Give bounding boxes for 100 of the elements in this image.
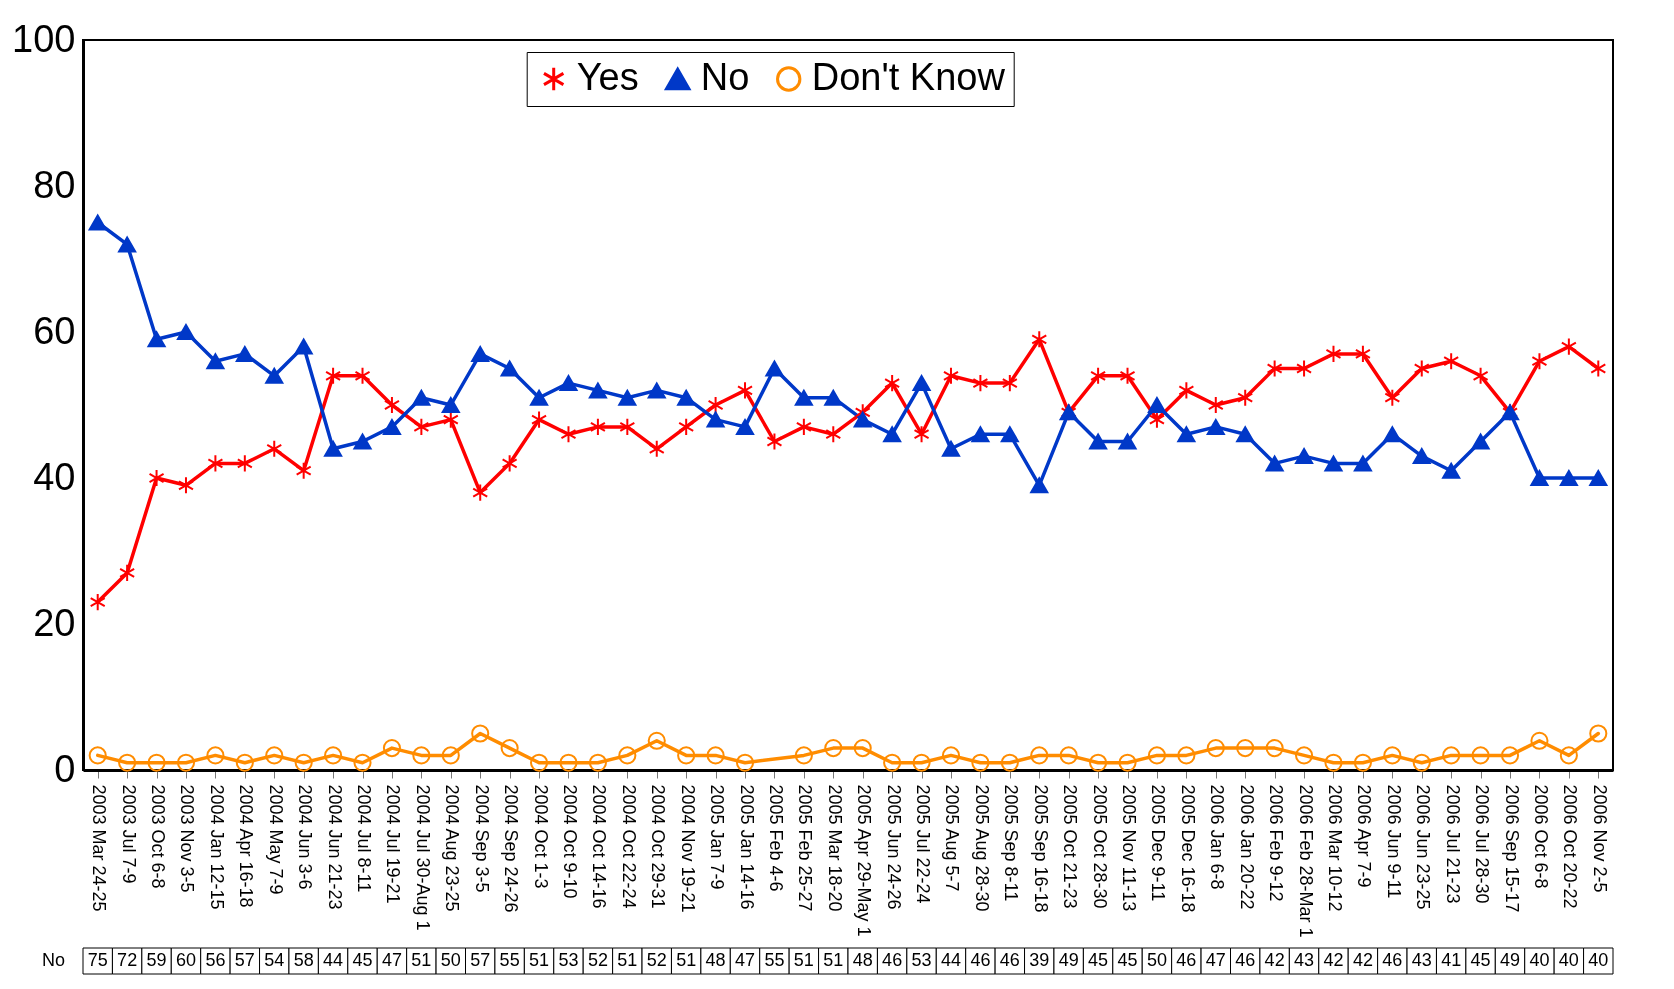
data-label: 46 <box>1235 950 1256 970</box>
data-label: 53 <box>558 950 579 970</box>
data-label: 40 <box>1529 950 1550 970</box>
data-label: 42 <box>1264 950 1285 970</box>
x-tick-label: 2006 Feb 28-Mar 1 <box>1295 784 1316 938</box>
data-label: 47 <box>381 950 402 970</box>
x-tick-label: 2004 Apr 16-18 <box>236 784 257 908</box>
x-tick-label: 2004 Jun 21-23 <box>324 784 345 910</box>
data-label: 42 <box>1352 950 1373 970</box>
data-label: 50 <box>1146 950 1167 970</box>
x-tick-label: 2005 Sep 16-18 <box>1030 784 1051 913</box>
data-label: 55 <box>764 950 785 970</box>
text: No <box>41 950 65 970</box>
data-label: 51 <box>676 950 697 970</box>
data-label: 45 <box>1470 950 1491 970</box>
x-tick-label: 2004 Oct 14-16 <box>589 784 610 909</box>
x-tick-label: 2006 Oct 6-8 <box>1530 784 1551 889</box>
data-label: 56 <box>205 950 226 970</box>
data-label: 45 <box>1117 950 1138 970</box>
data-label: 52 <box>587 950 608 970</box>
x-tick-label: 2006 Jan 20-22 <box>1236 784 1257 910</box>
x-tick-label: 2004 Oct 9-10 <box>559 784 580 899</box>
x-tick-label: 2006 Jun 9-11 <box>1383 784 1404 899</box>
x-tick-label: 2006 Jul 28-30 <box>1472 784 1493 904</box>
data-label: 57 <box>470 950 491 970</box>
data-label: 45 <box>1088 950 1109 970</box>
data-label: 41 <box>1441 950 1462 970</box>
data-label: 47 <box>735 950 756 970</box>
data-label: 46 <box>1176 950 1197 970</box>
x-tick-label: 2005 Dec 9-11 <box>1148 784 1169 902</box>
data-label: 48 <box>852 950 873 970</box>
x-tick-label: 2003 Nov 3-5 <box>177 784 198 893</box>
data-label: 40 <box>1558 950 1579 970</box>
x-tick-label: 2004 Sep 24-26 <box>501 784 522 913</box>
x-tick-label: 2006 Jan 6-8 <box>1207 784 1228 890</box>
x-tick-label: 2006 Feb 9-12 <box>1266 784 1287 902</box>
legend-label: Yes <box>576 56 639 98</box>
data-label: 53 <box>911 950 932 970</box>
data-label: 44 <box>940 950 961 970</box>
legend-label: No <box>700 56 750 98</box>
data-label: 57 <box>234 950 255 970</box>
data-label: 46 <box>999 950 1020 970</box>
x-tick-label: 2005 Aug 5-7 <box>942 784 963 892</box>
x-tick-label: 2005 Jan 14-16 <box>736 784 757 910</box>
x-tick-label: 2006 Oct 20-22 <box>1560 784 1581 909</box>
x-tick-label: 2006 Sep 15-17 <box>1501 784 1522 913</box>
x-tick-label: 2004 Oct 29-31 <box>648 784 669 909</box>
x-tick-label: 2004 Jul 8-11 <box>354 784 375 893</box>
x-tick-label: 2005 Sep 8-11 <box>1001 784 1022 902</box>
data-label: 54 <box>264 950 285 970</box>
y-tick-label: 60 <box>33 309 76 352</box>
data-label: 40 <box>1588 950 1609 970</box>
y-tick-label: 0 <box>54 747 76 790</box>
x-tick-label: 2005 Dec 16-18 <box>1177 784 1198 913</box>
x-tick-label: 2005 Feb 4-6 <box>765 784 786 892</box>
data-label: 49 <box>1058 950 1079 970</box>
data-label: 47 <box>1205 950 1226 970</box>
x-tick-label: 2004 Nov 19-21 <box>677 784 698 913</box>
data-label: 48 <box>705 950 726 970</box>
x-tick-label: 2006 Nov 2-5 <box>1589 784 1610 893</box>
x-tick-label: 2004 Jun 3-6 <box>295 784 316 890</box>
x-tick-label: 2005 Feb 25-27 <box>795 784 816 912</box>
data-label: 50 <box>440 950 461 970</box>
x-tick-label: 2004 May 7-9 <box>265 784 286 895</box>
data-label: 72 <box>117 950 138 970</box>
x-tick-label: 2006 Jun 23-25 <box>1413 784 1434 910</box>
x-tick-label: 2004 Aug 23-25 <box>442 784 463 912</box>
x-tick-label: 2005 Jun 24-26 <box>883 784 904 910</box>
x-tick-label: 2003 Oct 6-8 <box>148 784 169 889</box>
data-label: 51 <box>793 950 814 970</box>
data-label: 46 <box>1382 950 1403 970</box>
y-tick-label: 100 <box>12 17 76 60</box>
x-tick-label: 2005 Aug 28-30 <box>971 784 992 912</box>
x-tick-label: 2004 Jul 19-21 <box>383 784 404 904</box>
data-label: 59 <box>146 950 167 970</box>
data-label: 52 <box>646 950 667 970</box>
x-tick-label: 2006 Mar 10-12 <box>1324 784 1345 912</box>
x-tick-label: 2005 Oct 21-23 <box>1060 784 1081 909</box>
data-label: 51 <box>529 950 550 970</box>
data-label: 43 <box>1294 950 1315 970</box>
x-tick-label: 2005 Mar 18-20 <box>824 784 845 912</box>
data-label: 46 <box>882 950 903 970</box>
x-tick-label: 2006 Apr 7-9 <box>1354 784 1375 888</box>
x-tick-label: 2004 Oct 22-24 <box>618 784 639 909</box>
data-label: 49 <box>1500 950 1521 970</box>
data-label: 44 <box>323 950 344 970</box>
x-tick-label: 2005 Oct 28-30 <box>1089 784 1110 909</box>
x-tick-label: 2005 Apr 29-May 1 <box>854 784 875 937</box>
legend-label: Don't Know <box>811 56 1006 98</box>
data-label: 60 <box>175 950 196 970</box>
data-label: 39 <box>1029 950 1050 970</box>
y-tick-label: 40 <box>33 455 76 498</box>
x-tick-label: 2006 Jul 21-23 <box>1442 784 1463 904</box>
data-label: 75 <box>87 950 108 970</box>
data-label: 51 <box>411 950 432 970</box>
x-tick-label: 2004 Jul 30-Aug 1 <box>412 784 433 931</box>
data-label: 51 <box>617 950 638 970</box>
x-tick-label: 2004 Sep 3-5 <box>471 784 492 893</box>
data-label: 51 <box>823 950 844 970</box>
x-tick-label: 2003 Mar 24-25 <box>89 784 110 912</box>
